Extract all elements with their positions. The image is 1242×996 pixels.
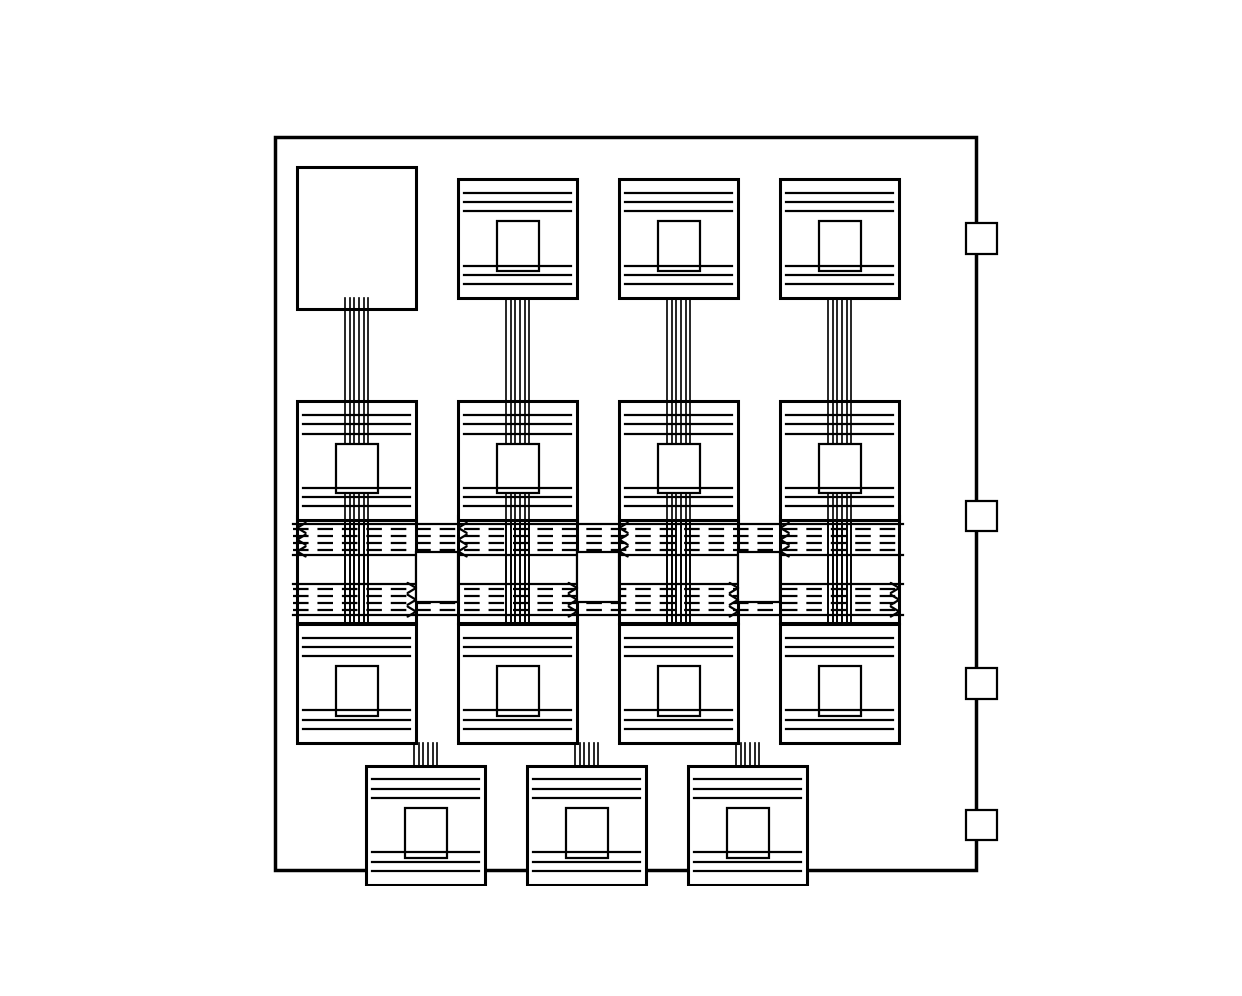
Bar: [966, 810, 997, 841]
Bar: [657, 666, 699, 716]
Bar: [966, 668, 997, 698]
Bar: [335, 443, 378, 493]
Bar: [818, 221, 861, 271]
Bar: [578, 553, 620, 603]
Bar: [966, 223, 997, 254]
Bar: [528, 766, 646, 884]
Bar: [366, 766, 486, 884]
Bar: [966, 501, 997, 531]
Bar: [297, 401, 416, 520]
Bar: [780, 623, 899, 743]
Bar: [818, 443, 861, 493]
Bar: [497, 666, 539, 716]
Bar: [297, 516, 416, 623]
Bar: [657, 443, 699, 493]
Bar: [688, 766, 807, 884]
Bar: [780, 516, 899, 623]
Bar: [497, 443, 539, 493]
Bar: [738, 553, 780, 603]
Bar: [297, 167, 416, 310]
Bar: [780, 401, 899, 520]
Bar: [565, 808, 607, 858]
Bar: [780, 179, 899, 298]
Bar: [335, 666, 378, 716]
Bar: [416, 553, 458, 603]
Bar: [405, 808, 447, 858]
Bar: [620, 516, 738, 623]
Bar: [727, 808, 769, 858]
Bar: [297, 623, 416, 743]
Bar: [458, 516, 578, 623]
Bar: [620, 179, 738, 298]
Bar: [657, 221, 699, 271]
Bar: [620, 623, 738, 743]
Bar: [818, 666, 861, 716]
Bar: [458, 179, 578, 298]
Bar: [497, 221, 539, 271]
Bar: [620, 401, 738, 520]
Bar: [458, 401, 578, 520]
Bar: [458, 623, 578, 743]
